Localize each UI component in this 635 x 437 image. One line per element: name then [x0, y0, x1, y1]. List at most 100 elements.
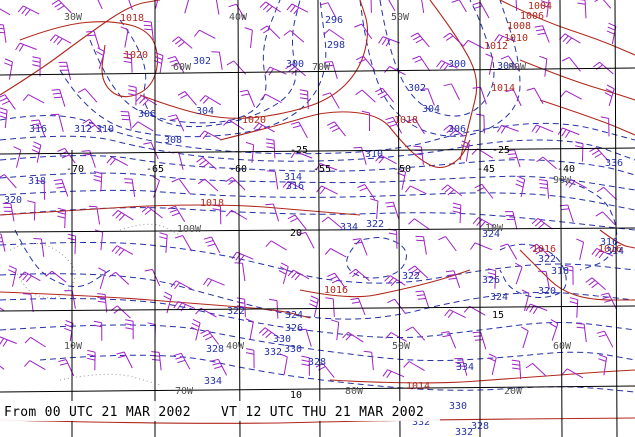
wind-barb: [507, 243, 518, 260]
wind-barb-flag: [174, 282, 180, 290]
wind-barb-flag: [22, 273, 29, 281]
thickness-label: 328: [471, 421, 489, 432]
wind-barb-flag: [326, 121, 335, 126]
pressure-label: 1004: [528, 1, 552, 12]
wind-barb: [10, 203, 15, 222]
wind-barb: [334, 272, 346, 289]
wind-barb: [546, 0, 550, 18]
wind-barb: [249, 321, 254, 340]
wind-barb: [93, 31, 100, 49]
wind-barb-flag: [128, 89, 137, 92]
pressure-label: 1018: [120, 13, 144, 24]
wind-barb-flag: [54, 2, 62, 8]
wind-barb-flag: [31, 149, 40, 154]
wind-barb-flag: [345, 334, 352, 341]
wind-barb: [480, 87, 487, 105]
wind-barb: [478, 217, 495, 227]
wind-barb-flag: [591, 248, 598, 256]
wind-barb-flag: [561, 208, 570, 211]
wind-barb-flag: [212, 208, 221, 211]
wind-barb: [59, 89, 66, 107]
wind-barb: [581, 143, 584, 162]
wind-barb-flag: [585, 277, 593, 283]
wind-barb: [251, 144, 255, 163]
wind-barb-flag: [309, 303, 317, 308]
wind-barb-flag: [97, 293, 106, 295]
wind-barb-flag: [534, 25, 543, 28]
pressure-label: 1016: [598, 244, 622, 255]
wind-barb: [596, 147, 609, 162]
wind-barb-flag: [288, 66, 296, 72]
wind-barb-flag: [574, 145, 584, 148]
wind-barb: [58, 114, 64, 132]
wind-barb: [178, 36, 193, 49]
wind-barb: [96, 206, 101, 225]
wind-barb: [566, 368, 584, 379]
wind-barb-flag: [381, 37, 388, 45]
wind-barb-flag: [24, 360, 31, 367]
wind-barb: [387, 369, 405, 378]
wind-barb: [84, 88, 98, 103]
wind-barb: [100, 232, 104, 251]
wind-barb: [417, 32, 430, 48]
wind-barb: [178, 178, 191, 194]
longitude-label: 80W: [345, 386, 364, 397]
wind-barb-flag: [170, 280, 177, 288]
wind-barb-flag: [324, 248, 331, 255]
wind-barb: [327, 2, 337, 19]
wind-barb: [276, 300, 279, 319]
wind-barb-flag: [408, 218, 415, 225]
wind-barb-flag: [443, 124, 451, 131]
wind-barb-flag: [299, 93, 308, 96]
wind-barb: [128, 0, 133, 11]
wind-barb: [159, 55, 164, 74]
wind-barb-flag: [192, 318, 201, 324]
wind-barb-flag: [0, 94, 6, 98]
wind-barb-flag: [57, 147, 65, 152]
wind-barb-flag: [17, 5, 24, 13]
wind-barb: [270, 240, 287, 251]
wind-barb-flag: [591, 150, 600, 156]
wind-barb-flag: [61, 154, 70, 159]
wind-barb: [130, 54, 133, 73]
wind-barb-flag: [124, 178, 133, 180]
wind-barb-flag: [532, 306, 539, 314]
thickness-label: 334: [456, 362, 474, 373]
wind-barb-flag: [472, 1, 481, 6]
longitude-label: 70W: [312, 62, 331, 73]
wind-barb: [74, 236, 77, 255]
longitude-label: 10W: [485, 223, 504, 234]
wind-barb: [97, 0, 103, 10]
wind-barb-flag: [260, 93, 266, 101]
wind-barb: [488, 56, 494, 75]
wind-barb: [392, 117, 403, 134]
wind-barb: [100, 173, 103, 192]
wind-barb-flag: [315, 163, 321, 171]
longitude-label: 30W: [64, 12, 83, 23]
wind-barb: [388, 0, 396, 11]
thickness-contour: [89, 0, 281, 124]
wind-barb-flag: [474, 183, 483, 189]
wind-barb-flag: [297, 231, 306, 236]
wind-barb-flag: [358, 58, 367, 64]
wind-barb-flag: [378, 36, 384, 44]
wind-barb-flag: [53, 36, 60, 44]
wind-barb: [215, 0, 220, 15]
wind-barb-flag: [0, 107, 8, 111]
wind-barb-flag: [205, 335, 213, 341]
thickness-label: 304: [422, 104, 440, 115]
wind-barb-flag: [600, 116, 609, 119]
wind-barb-flag: [0, 28, 5, 30]
wind-barb-flag: [291, 271, 298, 279]
wind-barb: [174, 56, 185, 73]
wind-barb-flag: [416, 294, 425, 297]
wind-barb-flag: [164, 291, 172, 297]
pressure-isobar: [599, 229, 635, 249]
wind-barb: [584, 0, 587, 19]
wind-barb: [71, 290, 76, 309]
wind-barb-flag: [31, 119, 40, 122]
wind-barb-flag: [22, 293, 31, 295]
wind-barb-flag: [331, 279, 340, 284]
wind-barb-flag: [197, 178, 205, 185]
wind-barb-flag: [177, 359, 186, 364]
